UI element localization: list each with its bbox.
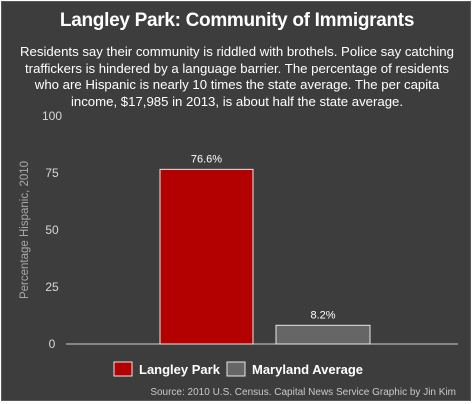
y-axis-label: Percentage Hispanic, 2010 [19, 161, 31, 299]
chart-subtitle: Residents say their community is riddled… [20, 44, 454, 109]
y-axis-ticks: 0 25 50 75 100 [42, 109, 62, 351]
legend-label: Maryland Average [252, 362, 363, 377]
legend: Langley Park Maryland Average [113, 361, 363, 377]
y-tick-label: 25 [45, 280, 59, 294]
legend-label: Langley Park [139, 362, 221, 377]
y-tick-label: 75 [45, 166, 59, 180]
chart-title: Langley Park: Community of Immigrants [59, 10, 415, 31]
bar-maryland-average [275, 324, 371, 345]
legend-swatch [113, 361, 133, 377]
y-tick-label: 100 [42, 109, 62, 123]
legend-swatch [226, 361, 246, 377]
y-tick-label: 0 [49, 337, 56, 351]
bars: 76.6% 8.2% [159, 153, 371, 345]
data-label: 76.6% [191, 153, 222, 165]
source-note: Source: 2010 U.S. Census. Capital News S… [150, 387, 456, 398]
y-tick-label: 50 [45, 223, 59, 237]
bar-langley-park [159, 168, 254, 345]
data-label: 8.2% [310, 309, 335, 321]
